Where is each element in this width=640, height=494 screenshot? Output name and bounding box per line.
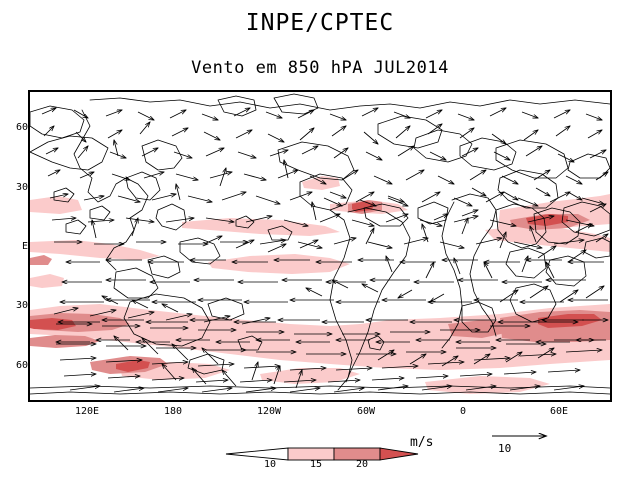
- colorbar-tick-10: 10: [263, 459, 277, 470]
- wind-vector-layer: [41, 108, 608, 393]
- ytick-label-30n: 30N: [15, 182, 34, 193]
- ytick-label-30s: 30S: [15, 300, 34, 311]
- shading-band-20ms: [30, 201, 602, 372]
- xtick-label-60w: 60W: [356, 406, 376, 417]
- xtick-label-0: 0: [459, 406, 467, 417]
- ytick-label-60n: 60N: [15, 122, 34, 133]
- ytick-label-eq: EQ: [2, 241, 34, 252]
- xtick-label-180: 180: [163, 406, 183, 417]
- shading-band-10ms: [30, 176, 610, 394]
- legend-area: 10 15 20 m/s 10: [0, 425, 640, 494]
- reference-vector-label: 10: [498, 442, 512, 455]
- coastline-layer: [30, 93, 610, 395]
- map-canvas: [30, 92, 610, 400]
- map-plot-area[interactable]: [28, 90, 612, 402]
- units-label: m/s: [410, 435, 434, 450]
- colorbar[interactable]: [222, 439, 422, 469]
- xtick-label-120e: 120E: [74, 406, 100, 417]
- xtick-label-60e: 60E: [549, 406, 569, 417]
- colorbar-tick-15: 15: [309, 459, 323, 470]
- reference-vector-icon: [492, 429, 560, 447]
- chart-subtitle: Vento em 850 hPA JUL2014: [191, 58, 449, 78]
- xtick-label-120w: 120W: [256, 406, 282, 417]
- colorbar-tick-20: 20: [355, 459, 369, 470]
- ytick-label-60s: 60S: [15, 360, 34, 371]
- page-title: INPE/CPTEC: [245, 10, 395, 36]
